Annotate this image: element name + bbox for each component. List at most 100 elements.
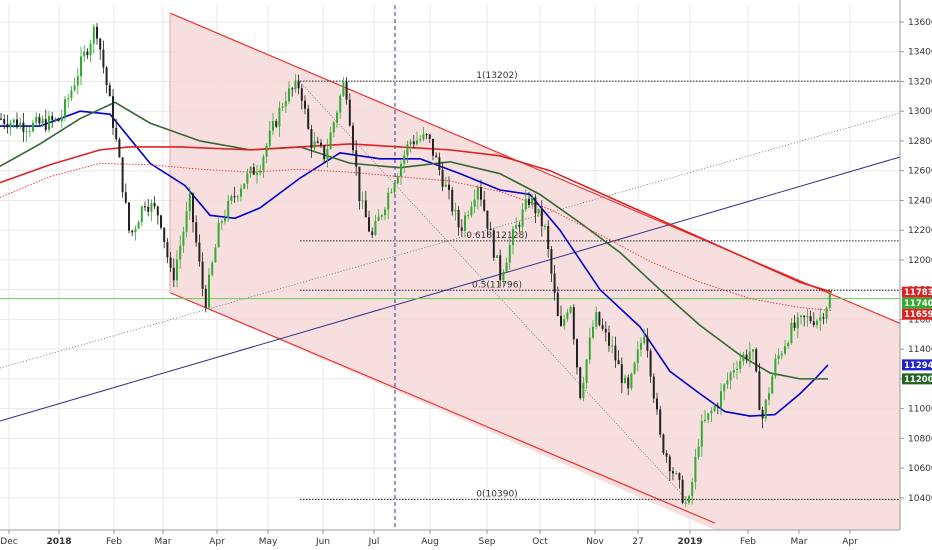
candle-body (761, 409, 764, 419)
time-tick-label: Apr (209, 537, 225, 547)
price-badge-label: 11740 (904, 299, 932, 309)
candle-body (313, 141, 316, 149)
candle-body (816, 320, 818, 326)
candle-body (508, 245, 511, 263)
candle-body (582, 382, 585, 399)
candle-body (812, 321, 815, 326)
candle-body (112, 96, 114, 128)
fib-level-label: 0.618(12128) (466, 231, 527, 241)
candle-body (774, 358, 777, 377)
candle-body (428, 134, 431, 139)
candle-body (732, 370, 735, 373)
candle-body (534, 197, 537, 214)
candle-body (108, 85, 111, 97)
candle-body (528, 198, 530, 205)
price-axis[interactable]: 13600 13400 13200 13000 12800 12600 12400 12200… (899, 0, 932, 550)
candle-body (380, 215, 383, 217)
candle-body (115, 127, 118, 140)
candle-body (464, 215, 466, 231)
fib-level-label: 0.5(11796) (472, 280, 522, 290)
candle-body (9, 122, 12, 128)
candle-body (412, 141, 415, 145)
candle-body (179, 245, 182, 260)
candle-body (425, 134, 428, 136)
candle-body (249, 167, 252, 174)
candle-body (476, 187, 479, 200)
time-tick-label: Feb (106, 537, 122, 547)
candle-body (99, 38, 102, 50)
candle-body (140, 206, 143, 223)
candle-body (451, 189, 454, 212)
candle-body (720, 391, 722, 408)
candle-body (790, 322, 793, 343)
price-badge-label: 11783 (904, 288, 932, 298)
candle-body (825, 307, 828, 319)
moving-averages (0, 101, 833, 417)
candle-body (422, 134, 425, 140)
candle-body (678, 473, 681, 480)
price-badge-label: 11659 (904, 310, 932, 320)
time-axis[interactable]: Dec 2018 Feb Mar Apr May Jun Jul Aug Sep Oct Nov 27 2… (0, 529, 932, 550)
price-badge-label: 11294 (904, 361, 932, 371)
candle-body (809, 316, 812, 322)
candle-body (185, 211, 188, 232)
candle-body (684, 502, 687, 504)
candle-body (592, 326, 594, 338)
candle-body (307, 108, 310, 129)
fib-level-label: 0(10390) (476, 489, 517, 499)
candle-body (310, 128, 313, 149)
candle-body (166, 241, 169, 258)
time-tick-label: 2019 (677, 537, 702, 547)
candle-body (128, 202, 130, 231)
candle-body (390, 191, 393, 193)
candle-body (396, 176, 399, 184)
candle-body (48, 116, 50, 130)
candle-body (771, 376, 774, 394)
price-tick-label: 12600 (908, 167, 932, 177)
candle-body (291, 88, 294, 90)
candle-body (198, 242, 201, 262)
candle-body (19, 122, 22, 128)
candle-body (384, 209, 386, 216)
channel-lower-line (169, 292, 716, 524)
price-tick-label: 12400 (908, 196, 932, 206)
candle-body (332, 122, 335, 133)
price-tick-label: 13400 (908, 48, 932, 58)
candle-body (118, 139, 121, 158)
candle-body (329, 132, 332, 150)
trendlines (0, 5, 901, 530)
candle-body (89, 43, 92, 56)
candle-body (611, 345, 614, 347)
candle-body (336, 112, 338, 123)
candle-body (668, 456, 671, 472)
candle-body (576, 339, 578, 368)
candle-body (121, 157, 124, 193)
candle-body (188, 193, 191, 212)
candle-body (182, 231, 185, 246)
candle-body (499, 255, 502, 281)
candle-body (544, 225, 546, 227)
candle-body (496, 255, 498, 258)
candle-body (300, 88, 303, 101)
time-tick-label: 2018 (46, 537, 71, 547)
candle-body (374, 221, 377, 235)
candle-body (38, 116, 41, 124)
candle-body (691, 481, 694, 497)
candle-body (265, 145, 268, 157)
candle-body (729, 372, 732, 381)
candle-body (371, 231, 374, 235)
candle-body (240, 188, 242, 197)
candle-body (700, 420, 703, 447)
candle-body (636, 349, 639, 363)
candle-body (739, 361, 742, 369)
candles (0, 23, 831, 508)
candle-body (521, 209, 524, 227)
candle-body (368, 217, 370, 232)
candle-body (620, 364, 623, 384)
candle-body (147, 206, 150, 212)
candle-body (694, 456, 697, 482)
candle-body (16, 119, 18, 128)
candle-body (531, 197, 534, 205)
time-tick-label: Nov (586, 537, 604, 547)
fib-level-label: 1(13202) (476, 71, 517, 81)
